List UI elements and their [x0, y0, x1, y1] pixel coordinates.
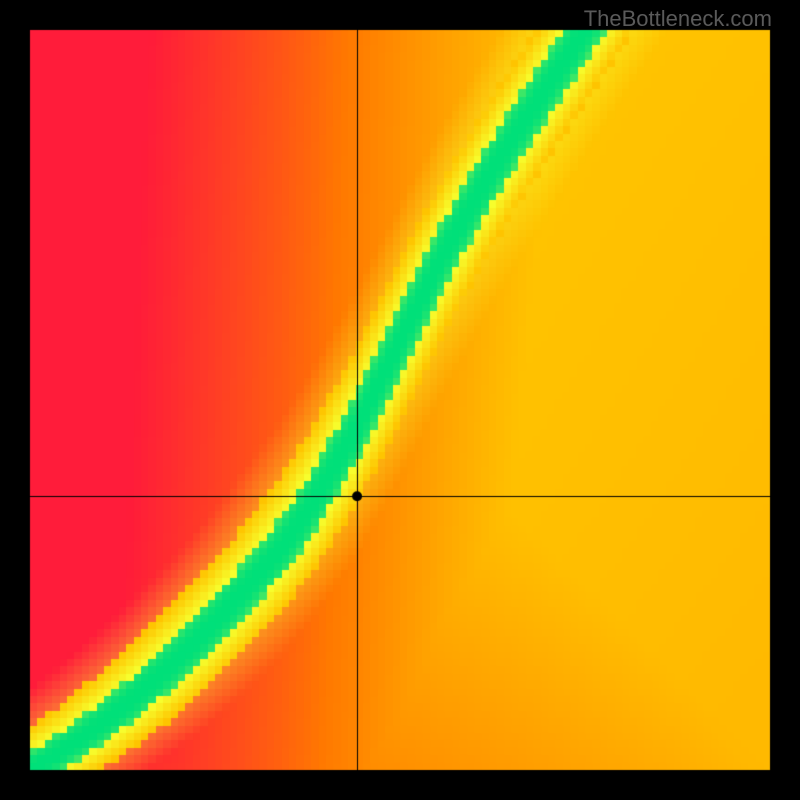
bottleneck-heatmap [0, 0, 800, 800]
chart-container: TheBottleneck.com [0, 0, 800, 800]
